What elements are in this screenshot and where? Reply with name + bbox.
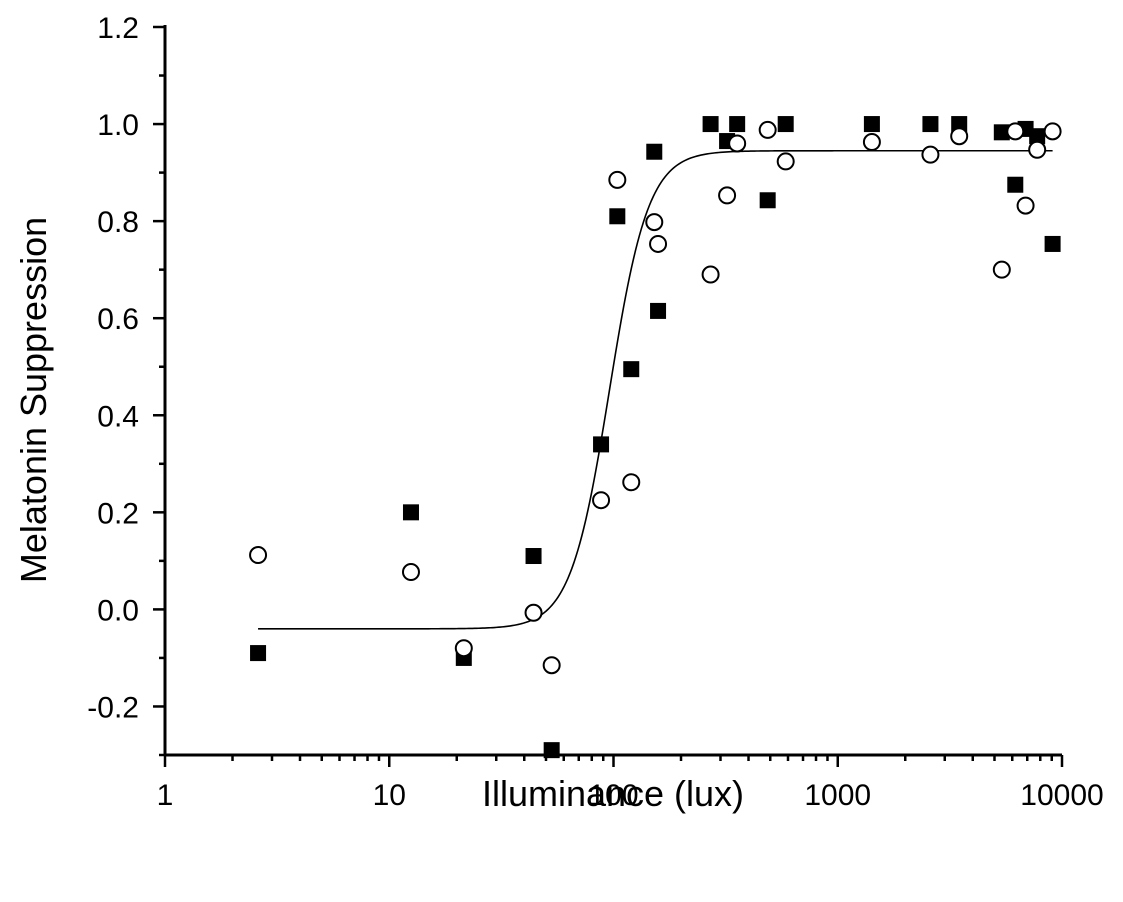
square-data-point <box>543 742 560 759</box>
square-data-point <box>650 302 667 319</box>
circle-data-point <box>649 234 668 253</box>
square-data-point <box>863 116 880 133</box>
circle-data-point <box>249 546 268 565</box>
circle-data-point <box>921 145 940 164</box>
square-data-point <box>777 116 794 133</box>
circle-data-point <box>1006 122 1025 141</box>
square-data-point <box>729 116 746 133</box>
square-data-point <box>759 192 776 209</box>
circle-data-point <box>992 260 1011 279</box>
square-data-point <box>402 504 419 521</box>
y-tick-label: -0.2 <box>87 691 139 724</box>
x-tick-label: 10 <box>373 779 406 812</box>
circle-data-point <box>608 170 627 189</box>
circle-data-point <box>542 656 561 675</box>
square-data-point <box>646 143 663 160</box>
square-data-point <box>525 548 542 565</box>
x-tick-label: 1 <box>157 779 174 812</box>
square-data-point <box>623 361 640 378</box>
circle-data-point <box>950 127 969 146</box>
circle-data-point <box>1043 122 1062 141</box>
circle-data-point <box>524 603 543 622</box>
square-data-point <box>1007 176 1024 193</box>
y-tick-label: 0.0 <box>97 594 139 627</box>
y-tick-label: 0.2 <box>97 497 139 530</box>
y-tick-label: 0.8 <box>97 206 139 239</box>
circle-data-point <box>718 186 737 205</box>
circle-data-point <box>592 491 611 510</box>
square-data-point <box>993 124 1010 141</box>
square-data-point <box>951 116 968 133</box>
circle-data-point <box>862 133 881 152</box>
y-axis-title: Melatonin Suppression <box>13 217 54 583</box>
y-tick-label: 0.6 <box>97 303 139 336</box>
square-data-point <box>702 116 719 133</box>
y-tick-label: 1.0 <box>97 109 139 142</box>
square-data-point <box>922 116 939 133</box>
circle-data-point <box>1028 140 1047 159</box>
square-data-point <box>609 208 626 225</box>
circle-data-point <box>701 265 720 284</box>
circle-data-point <box>454 639 473 658</box>
circle-data-point <box>401 563 420 582</box>
x-axis-title: Illuminance (lux) <box>482 773 744 814</box>
x-tick-label: 1000 <box>804 779 871 812</box>
circle-data-point <box>728 134 747 153</box>
y-tick-label: 1.2 <box>97 12 139 45</box>
x-tick-label: 10000 <box>1020 779 1103 812</box>
circle-data-point <box>1016 196 1035 215</box>
square-data-point <box>593 436 610 453</box>
y-tick-label: 0.4 <box>97 400 139 433</box>
circle-data-point <box>622 473 641 492</box>
x-tick-label: 100 <box>588 779 638 812</box>
square-data-point <box>1029 128 1046 145</box>
circle-data-point <box>776 152 795 171</box>
square-data-point <box>1044 235 1061 252</box>
fit-curve <box>258 149 1053 630</box>
circle-data-point <box>645 213 664 232</box>
plot-area: -0.2 0.0 0.2 0.4 0.6 0.8 1.0 1.2 1 10 100 1000 10000 <box>87 12 1103 812</box>
square-data-point <box>250 645 267 662</box>
circle-data-point <box>758 120 777 139</box>
